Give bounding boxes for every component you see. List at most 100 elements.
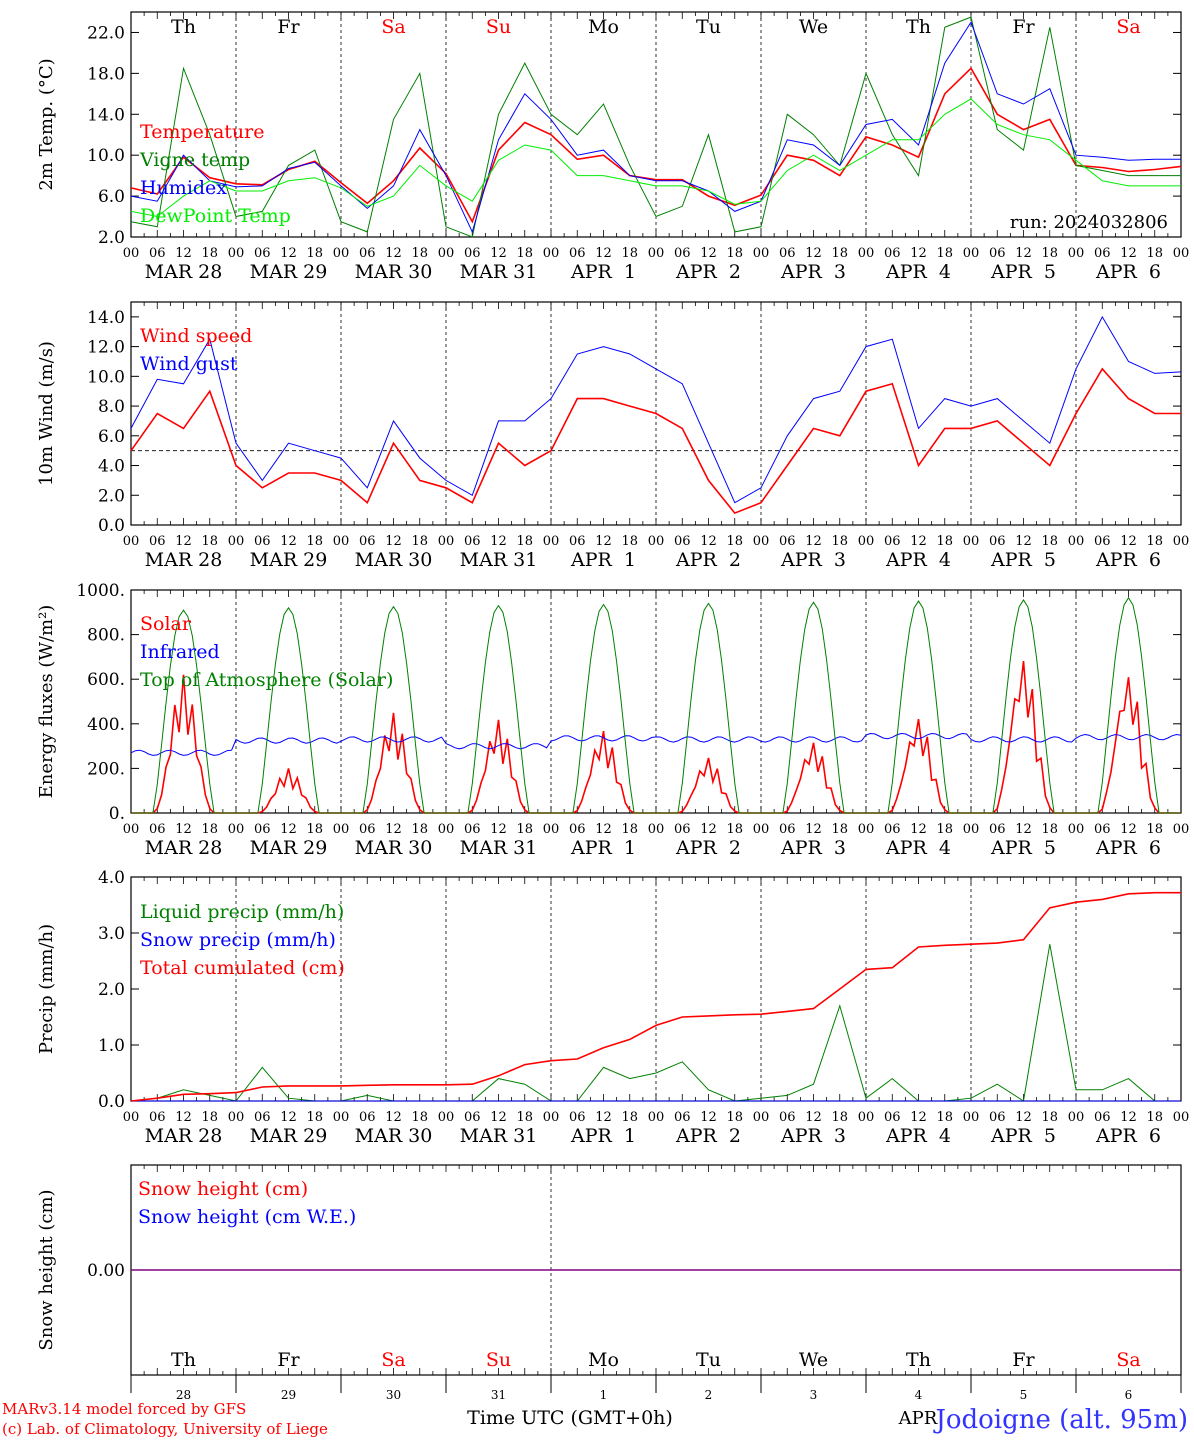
hour-tick-label: 18: [411, 246, 428, 261]
hour-tick-label: 06: [884, 822, 901, 837]
series-line-liquid-precip-mm-h-: [130, 944, 1181, 1102]
y-axis-label: Snow height (cm): [36, 1189, 57, 1350]
hour-tick-label: 06: [254, 534, 271, 549]
hour-tick-label: 12: [805, 246, 822, 261]
date-label: APR 4: [885, 261, 951, 283]
hour-tick-label: 00: [858, 246, 875, 261]
hour-tick-label: 06: [674, 534, 691, 549]
hour-tick-label: 00: [438, 822, 455, 837]
hour-tick-label: 06: [779, 246, 796, 261]
hour-tick-label: 00: [1068, 246, 1085, 261]
date-label: APR 6: [1095, 261, 1161, 283]
hour-tick-label: 12: [280, 534, 297, 549]
date-label: APR 2: [675, 549, 741, 571]
hour-tick-label: 06: [1094, 534, 1111, 549]
hour-tick-label: 18: [201, 246, 218, 261]
hour-tick-label: 18: [936, 822, 953, 837]
date-label: APR 1: [570, 837, 636, 859]
legend-entry: Infrared: [140, 641, 220, 663]
date-label: APR 6: [1095, 549, 1161, 571]
hour-tick-label: 00: [963, 534, 980, 549]
hour-tick-label: 06: [464, 246, 481, 261]
series-line-wind-gust: [130, 315, 1182, 504]
hour-tick-label: 06: [254, 1110, 271, 1125]
hour-tick-label: 18: [831, 246, 848, 261]
hour-tick-label: 00: [648, 534, 665, 549]
hour-tick-label: 12: [1015, 246, 1032, 261]
hour-tick-label: 18: [1041, 1110, 1058, 1125]
weekday-label: Sa: [1116, 1349, 1140, 1371]
hour-tick-label: 12: [805, 1110, 822, 1125]
hour-tick-label: 06: [569, 1110, 586, 1125]
date-label: APR 1: [570, 261, 636, 283]
hour-tick-label: 12: [910, 822, 927, 837]
day-number-label: 1: [600, 1388, 608, 1402]
plot-frame: [130, 11, 1182, 238]
hour-tick-label: 06: [884, 246, 901, 261]
date-label: MAR 31: [460, 1125, 538, 1147]
weekday-label: Su: [486, 1349, 511, 1371]
hour-tick-label: 06: [254, 246, 271, 261]
date-label: APR 1: [570, 1125, 636, 1147]
hour-tick-label: 00: [963, 246, 980, 261]
day-number-label: 30: [386, 1388, 401, 1402]
y-tick-label: 10.0: [87, 146, 125, 166]
hour-tick-label: 06: [359, 246, 376, 261]
x-axis-title: Time UTC (GMT+0h): [467, 1407, 673, 1429]
hour-tick-label: 06: [989, 246, 1006, 261]
day-number-label: 29: [281, 1388, 296, 1402]
hour-tick-label: 12: [385, 534, 402, 549]
date-label: APR 3: [780, 837, 846, 859]
weekday-label: Tu: [696, 1349, 721, 1371]
hour-tick-label: 18: [831, 822, 848, 837]
y-tick-label: 1.0: [98, 1036, 125, 1056]
weekday-label: We: [799, 1349, 828, 1371]
hour-tick-label: 12: [1015, 1110, 1032, 1125]
date-label: MAR 29: [250, 549, 328, 571]
hour-tick-label: 06: [254, 822, 271, 837]
hour-tick-label: 00: [753, 822, 770, 837]
date-label: APR 5: [990, 261, 1056, 283]
hour-tick-label: 00: [543, 534, 560, 549]
hour-tick-label: 18: [1146, 246, 1163, 261]
weekday-label: Sa: [1116, 16, 1140, 38]
model-credit: MARv3.14 model forced by GFS: [2, 1400, 246, 1418]
legend-entry: Snow height (cm): [138, 1178, 308, 1200]
hour-tick-label: 00: [1068, 822, 1085, 837]
hour-tick-label: 12: [175, 246, 192, 261]
y-tick-label: 800.: [87, 626, 125, 646]
hour-tick-label: 00: [333, 1110, 350, 1125]
hour-tick-label: 06: [989, 1110, 1006, 1125]
hour-tick-label: 06: [1094, 822, 1111, 837]
hour-tick-label: 12: [175, 822, 192, 837]
date-label: APR 5: [990, 1125, 1056, 1147]
hour-tick-label: 00: [543, 246, 560, 261]
date-label: MAR 30: [355, 549, 433, 571]
weekday-label: Sa: [381, 16, 405, 38]
panel-wind: 0.0 2.0 4.0 6.0 8.0 10.0 12.0 14.0 10m Wind (m/s…: [36, 301, 1189, 571]
hour-tick-label: 00: [228, 1110, 245, 1125]
hour-tick-label: 06: [779, 822, 796, 837]
hour-tick-label: 12: [280, 1110, 297, 1125]
date-label: MAR 29: [250, 1125, 328, 1147]
y-tick-label: 3.0: [98, 924, 125, 944]
hour-tick-label: 18: [621, 534, 638, 549]
date-label: MAR 31: [460, 549, 538, 571]
panel-precip: 0.0 1.0 2.0 3.0 4.0 Precip (mm/h) Liquid preci…: [36, 868, 1189, 1147]
day-number-label: 2: [705, 1388, 713, 1402]
series-line-top-of-atmosphere-solar-: [131, 596, 1181, 814]
weekday-label: Mo: [588, 16, 619, 38]
hour-tick-label: 00: [1173, 1110, 1190, 1125]
hour-tick-label: 00: [123, 1110, 140, 1125]
hour-tick-label: 18: [621, 246, 638, 261]
hour-tick-label: 00: [1068, 1110, 1085, 1125]
hour-tick-label: 12: [1120, 534, 1137, 549]
y-tick-label: 0.00: [87, 1261, 125, 1281]
date-label: APR 4: [885, 549, 951, 571]
y-axis-label: Energy fluxes (W/m²): [36, 605, 57, 799]
hour-tick-label: 00: [438, 534, 455, 549]
hour-tick-label: 00: [123, 822, 140, 837]
legend-entry: Wind speed: [140, 325, 252, 347]
date-label: APR 5: [990, 549, 1056, 571]
